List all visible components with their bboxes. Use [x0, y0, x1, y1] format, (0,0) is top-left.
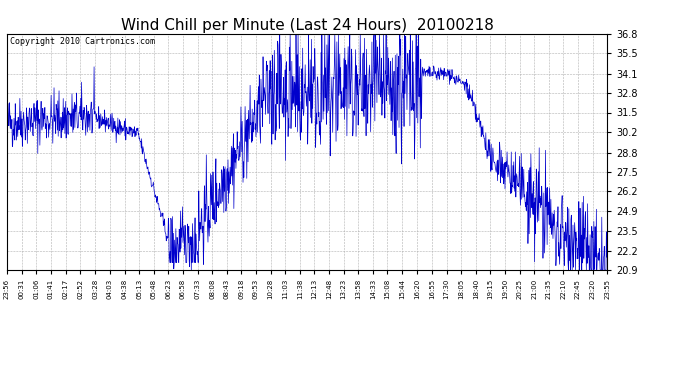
Text: Copyright 2010 Cartronics.com: Copyright 2010 Cartronics.com: [10, 37, 155, 46]
Title: Wind Chill per Minute (Last 24 Hours)  20100218: Wind Chill per Minute (Last 24 Hours) 20…: [121, 18, 493, 33]
